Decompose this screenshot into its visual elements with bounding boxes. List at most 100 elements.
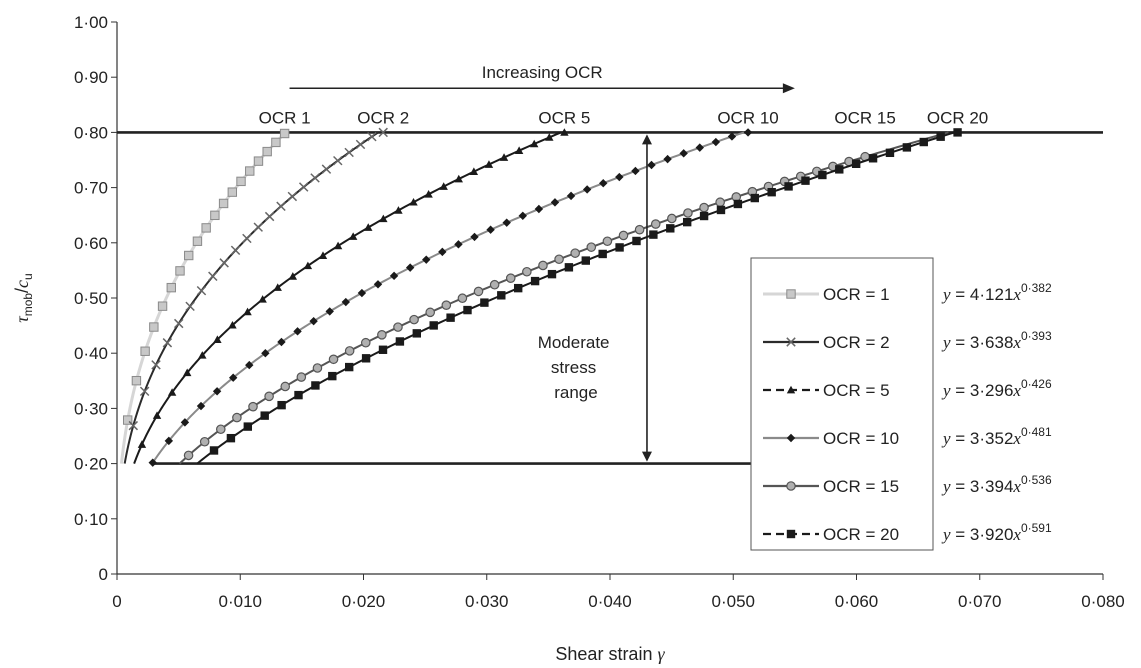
equation-part: 0·591 [1021, 521, 1052, 535]
data-point [271, 137, 281, 148]
legend-item: OCR = 5 y = 3·296x0·426 [763, 377, 1052, 400]
data-point [497, 291, 506, 300]
equation-part: y [941, 381, 951, 400]
data-point [196, 285, 207, 296]
marker-stroke [310, 173, 320, 183]
data-point [545, 133, 554, 141]
data-point [425, 307, 435, 318]
data-point [311, 381, 320, 390]
data-point [439, 182, 448, 190]
data-point [310, 173, 320, 183]
legend-item: OCR = 10 y = 3·352x0·481 [763, 425, 1052, 448]
data-point [441, 300, 452, 311]
data-point [364, 223, 373, 231]
data-point [902, 143, 912, 152]
data-point [650, 219, 661, 229]
equation-part: = 4·121 [951, 285, 1014, 304]
data-point [148, 458, 157, 467]
data-point [348, 232, 358, 240]
data-point [695, 143, 704, 152]
equation-part: 0·382 [1021, 281, 1052, 295]
data-point [243, 422, 253, 431]
data-point [131, 375, 142, 386]
legend-equation: y = 3·352x0·481 [941, 425, 1052, 448]
marker-stroke [786, 337, 796, 347]
data-point [953, 128, 962, 137]
data-point [208, 271, 218, 281]
data-point [715, 197, 725, 208]
legend-marker [786, 337, 796, 347]
data-point [174, 318, 184, 329]
data-point [454, 174, 463, 183]
equation-part: x [1012, 285, 1021, 304]
marker-stroke [139, 386, 150, 397]
data-point [566, 191, 576, 201]
data-point [409, 197, 418, 206]
data-point [219, 258, 229, 268]
data-point [260, 411, 269, 420]
series-line [151, 131, 745, 464]
y-axis-title-c: c [12, 280, 32, 288]
data-point [631, 166, 640, 176]
curve-label: OCR 2 [357, 108, 409, 127]
data-point [167, 388, 177, 396]
marker-stroke [230, 245, 241, 256]
data-point [209, 446, 219, 455]
data-point [236, 176, 246, 187]
data-point [226, 433, 236, 443]
data-point [152, 411, 162, 419]
data-point [196, 401, 206, 411]
legend-label: OCR = 15 [823, 477, 899, 496]
y-tick-label: 0·90 [74, 68, 108, 87]
y-tick-label: 0·20 [74, 455, 108, 474]
data-point [534, 204, 544, 214]
marker-stroke [253, 222, 263, 232]
data-point [632, 236, 641, 246]
data-point [484, 160, 494, 168]
y-axis-title-tau: τ [12, 316, 32, 323]
marker-stroke [196, 285, 207, 296]
series-4: OCR 10 [148, 108, 779, 467]
data-point [395, 337, 405, 346]
y-tick-label: 0·30 [74, 399, 108, 418]
y-tick-label: 0 [99, 565, 108, 584]
curve-label: OCR 15 [834, 108, 895, 127]
data-point [321, 164, 332, 174]
marker-stroke [185, 301, 195, 312]
equation-part: y [941, 285, 951, 304]
equation-part: y [941, 477, 951, 496]
data-point [277, 400, 286, 410]
legend-label: OCR = 10 [823, 429, 899, 448]
moderate-range-arrowhead-top [641, 134, 652, 145]
data-point [513, 283, 523, 293]
legend-label: OCR = 1 [823, 285, 890, 304]
legend-marker [786, 385, 796, 394]
data-point [564, 263, 574, 272]
data-point [480, 298, 489, 307]
moderate-stress-range-label: Moderate stress range [538, 333, 615, 402]
data-point [570, 248, 580, 258]
data-point [296, 372, 307, 382]
data-point [298, 182, 309, 192]
data-point [582, 185, 592, 194]
x-axis-title-symbol: γ [657, 644, 665, 664]
data-point [818, 170, 827, 180]
data-point [438, 247, 447, 257]
legend-equation: y = 3·296x0·426 [941, 377, 1052, 400]
equation-part: = 3·920 [951, 525, 1014, 544]
data-point [547, 269, 557, 279]
legend-label: OCR = 2 [823, 333, 890, 352]
y-tick-label: 1·00 [74, 13, 108, 32]
data-point [139, 386, 150, 397]
data-point [554, 254, 564, 265]
y-axis-title-tau-sub: mob [21, 293, 35, 317]
data-point [634, 224, 645, 235]
data-point [242, 233, 252, 244]
data-point [473, 286, 484, 297]
equation-part: x [1012, 477, 1021, 496]
series-3: OCR 5 [133, 108, 590, 464]
data-point [469, 167, 479, 175]
data-point [341, 297, 351, 307]
y-tick-label: 0·50 [74, 289, 108, 308]
equation-part: y [941, 333, 951, 352]
